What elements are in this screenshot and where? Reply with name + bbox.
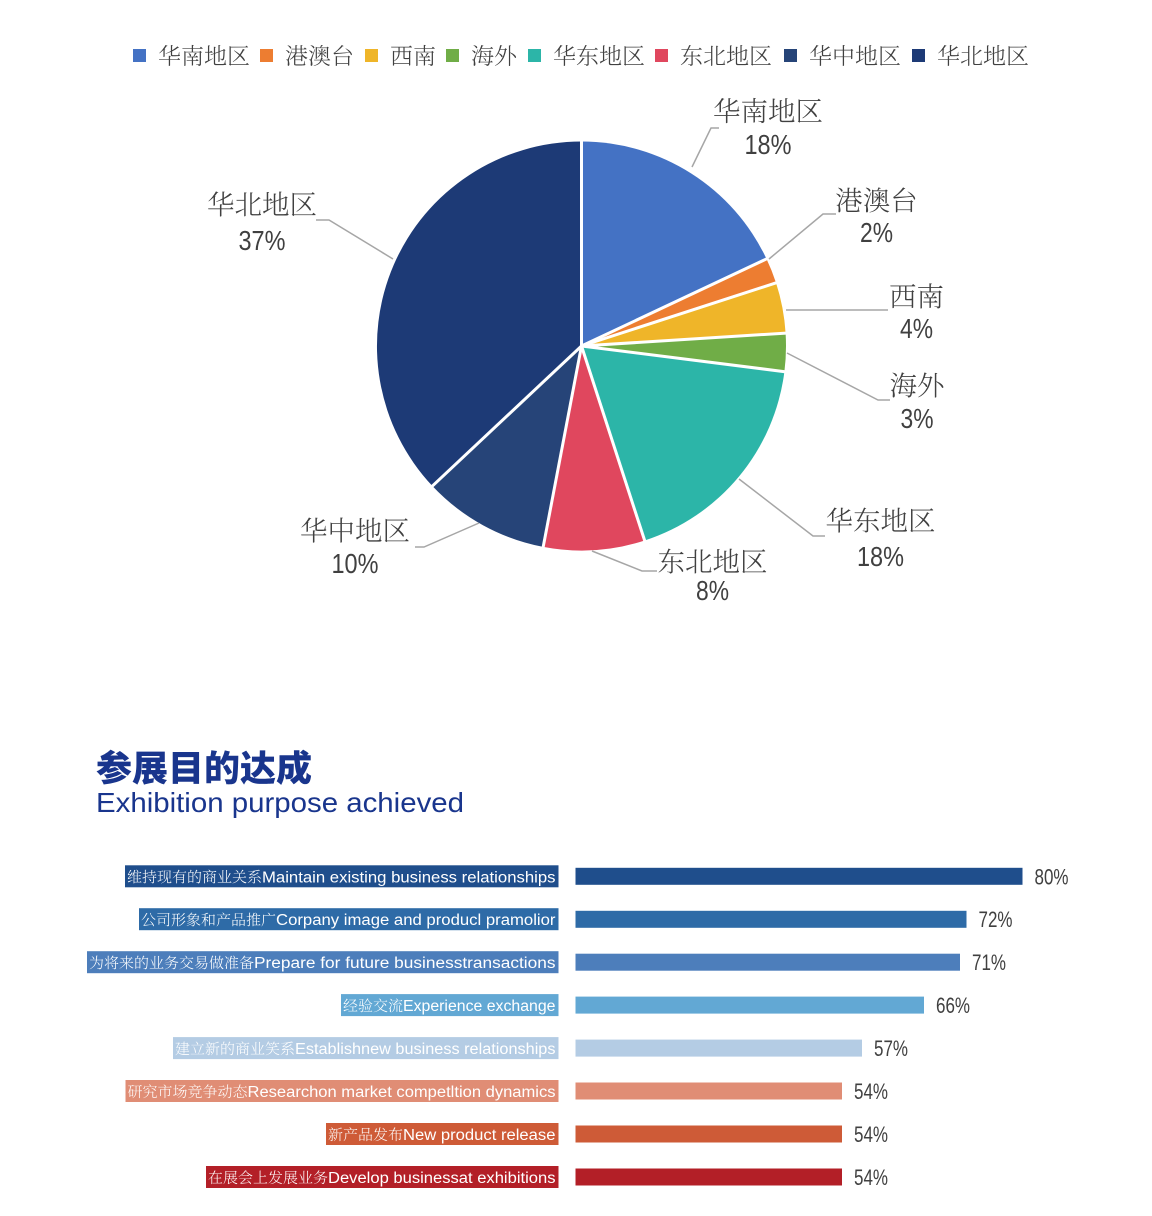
svg-text:54%: 54% (854, 1165, 888, 1190)
svg-text:Develop businessat exhibitions: Develop businessat exhibitions (328, 1170, 556, 1187)
svg-text:Experience exchange: Experience exchange (403, 998, 556, 1015)
svg-text:54%: 54% (854, 1122, 888, 1147)
svg-text:18%: 18% (857, 541, 904, 572)
svg-text:Maintain existing business rel: Maintain existing business relationships (262, 869, 556, 886)
svg-text:18%: 18% (745, 129, 792, 160)
svg-text:Establishnew business relation: Establishnew business relationships (295, 1041, 556, 1058)
svg-text:Corpany image and producl pram: Corpany image and producl pramolior (276, 912, 556, 929)
svg-text:Prepare for future businesstra: Prepare for future businesstransactions (254, 955, 556, 972)
svg-text:72%: 72% (979, 907, 1013, 932)
svg-text:80%: 80% (1035, 864, 1069, 889)
svg-text:10%: 10% (332, 548, 379, 579)
svg-text:Researchon market competltion: Researchon market competltion dynamics (248, 1084, 556, 1101)
svg-text:4%: 4% (900, 313, 933, 344)
svg-text:Exhibition purpose achieved: Exhibition purpose achieved (96, 787, 464, 818)
svg-text:66%: 66% (936, 993, 970, 1018)
svg-text:57%: 57% (874, 1036, 908, 1061)
svg-text:3%: 3% (901, 403, 934, 434)
svg-text:2%: 2% (860, 217, 893, 248)
svg-text:54%: 54% (854, 1079, 888, 1104)
svg-text:71%: 71% (972, 950, 1006, 975)
svg-text:New product release: New product release (403, 1127, 556, 1144)
svg-text:8%: 8% (696, 575, 729, 606)
svg-text:37%: 37% (239, 225, 286, 256)
